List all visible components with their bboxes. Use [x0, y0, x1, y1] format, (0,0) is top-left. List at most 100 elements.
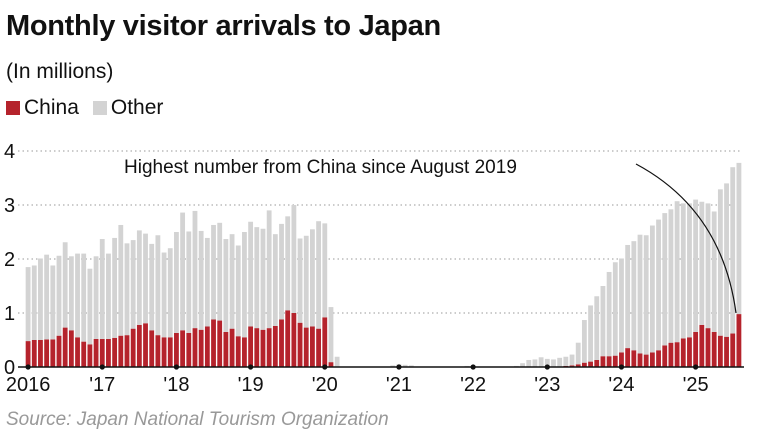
bar-other	[229, 234, 235, 329]
bar-other	[334, 356, 340, 367]
bar-other	[668, 209, 674, 343]
legend-item-other: Other	[92, 96, 163, 120]
bar-china	[161, 337, 167, 367]
bar-china	[217, 320, 223, 367]
x-tick-label: '24	[608, 374, 634, 396]
y-tick-label: 3	[4, 195, 15, 217]
bar-china	[637, 353, 643, 367]
bar-other	[217, 222, 223, 321]
bar-other	[25, 267, 31, 342]
bar-china	[279, 319, 284, 367]
bar-china	[303, 327, 309, 367]
bar-other	[254, 227, 260, 329]
x-tick-mark	[693, 364, 699, 370]
bar-other	[588, 305, 593, 362]
bar-other	[551, 359, 556, 367]
bar-other	[736, 162, 742, 315]
bar-china	[192, 328, 198, 367]
bar-china	[619, 352, 624, 367]
bar-other	[93, 256, 99, 339]
bar-china	[56, 335, 62, 367]
bar-other	[266, 210, 272, 329]
bar-china	[736, 314, 742, 367]
bar-china	[291, 313, 297, 367]
x-axis-labels: 2016 '17 '18 '19 '20 '21 '22 '23 '24 '25	[6, 374, 709, 396]
bar-other	[303, 235, 309, 328]
bar-other	[87, 268, 93, 345]
bar-china	[149, 330, 155, 367]
bar-other	[235, 245, 241, 337]
y-tick-label: 1	[4, 303, 15, 325]
bar-other	[649, 225, 655, 353]
bar-china	[174, 332, 179, 367]
bar-other	[656, 219, 661, 351]
bar-china	[680, 338, 686, 367]
bar-china	[38, 340, 43, 367]
bar-other	[38, 258, 43, 340]
x-tick-mark	[25, 364, 31, 370]
legend-swatch-china	[6, 101, 20, 115]
bar-china	[124, 335, 130, 367]
x-tick-mark	[544, 364, 550, 370]
bar-other	[167, 248, 173, 338]
annotation-group: Highest number from China since August 2…	[120, 153, 737, 314]
bar-other	[390, 365, 396, 367]
bar-other	[297, 238, 303, 323]
bar-other	[526, 359, 532, 367]
bar-other	[161, 252, 167, 338]
bar-other	[606, 271, 612, 357]
bar-other	[186, 231, 192, 333]
bar-other	[724, 183, 729, 337]
bar-china	[631, 350, 637, 367]
x-tick-label: '25	[683, 374, 709, 396]
bar-other	[118, 224, 124, 336]
bar-other	[402, 364, 408, 367]
bar-china	[180, 330, 186, 367]
bar-other	[136, 230, 142, 325]
bar-other	[62, 242, 68, 328]
x-tick-mark	[396, 364, 402, 370]
bar-china	[106, 338, 111, 367]
bar-china	[285, 310, 291, 367]
bar-china	[186, 332, 192, 367]
bar-china	[198, 329, 204, 367]
x-tick-mark	[173, 364, 180, 370]
bar-other	[569, 354, 575, 366]
x-tick-label: '20	[312, 374, 338, 396]
y-tick-label: 4	[4, 141, 15, 163]
x-tick-mark	[248, 364, 254, 370]
bar-other	[180, 212, 186, 331]
bar-china	[75, 337, 80, 367]
y-tick-label: 0	[4, 357, 15, 379]
bar-other	[625, 244, 631, 349]
bar-other	[538, 357, 544, 367]
bar-other	[563, 356, 569, 366]
bar-china	[328, 362, 334, 367]
bar-other	[285, 216, 291, 311]
bar-china	[730, 333, 736, 367]
bar-china	[112, 337, 118, 367]
bar-other	[112, 237, 118, 338]
bar-other	[248, 221, 254, 327]
bar-other	[44, 254, 50, 340]
bar-other	[31, 265, 37, 340]
bar-other	[204, 237, 210, 327]
bar-china	[705, 328, 711, 367]
legend-swatch-other	[92, 101, 107, 115]
x-tick-label: '19	[238, 374, 264, 396]
annotation-text: Highest number from China since August 2…	[124, 157, 517, 178]
bar-china	[569, 365, 575, 367]
bar-china	[717, 335, 723, 367]
bar-china	[656, 350, 661, 367]
bar-other	[594, 296, 600, 360]
bar-china	[649, 352, 655, 367]
x-tick-label: '22	[460, 374, 486, 396]
x-tick-mark	[618, 364, 625, 370]
bar-china	[93, 338, 99, 367]
bar-other	[557, 357, 563, 367]
bar-china	[204, 326, 210, 367]
bar-china	[662, 345, 668, 367]
bar-other	[316, 221, 322, 329]
bar-china	[625, 348, 631, 367]
bar-china	[31, 340, 37, 367]
